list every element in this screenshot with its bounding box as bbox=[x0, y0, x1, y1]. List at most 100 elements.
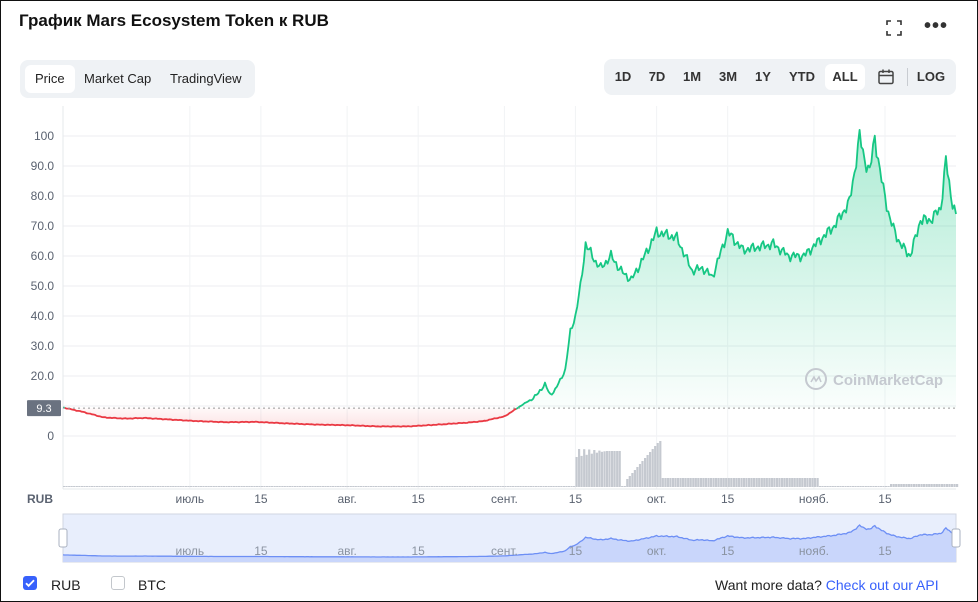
volume-bar bbox=[801, 478, 804, 487]
volume-bar bbox=[798, 478, 801, 487]
volume-bar bbox=[134, 486, 137, 487]
fullscreen-icon[interactable] bbox=[885, 19, 903, 37]
volume-bar bbox=[390, 486, 393, 487]
volume-bar bbox=[940, 484, 943, 487]
volume-bar bbox=[78, 486, 81, 487]
range-1m[interactable]: 1M bbox=[682, 69, 702, 84]
volume-bar bbox=[468, 486, 472, 487]
volume-bar bbox=[420, 486, 423, 487]
volume-bar bbox=[890, 484, 893, 487]
navigator-tick-label: 15 bbox=[411, 544, 425, 558]
volume-bar bbox=[484, 486, 487, 487]
x-tick-label: окт. bbox=[647, 492, 667, 506]
volume-bar bbox=[98, 486, 101, 487]
volume-bar bbox=[177, 486, 180, 487]
volume-bar bbox=[382, 486, 385, 487]
volume-bar bbox=[720, 478, 723, 487]
api-link[interactable]: Check out our API bbox=[825, 577, 939, 593]
range-ytd[interactable]: YTD bbox=[789, 69, 815, 84]
navigator-tick-label: 15 bbox=[721, 544, 735, 558]
volume-bar bbox=[578, 449, 581, 487]
range-3m[interactable]: 3M bbox=[718, 69, 738, 84]
volume-bar bbox=[753, 478, 756, 487]
volume-bar bbox=[730, 478, 733, 487]
calendar-icon[interactable] bbox=[876, 67, 896, 87]
volume-bar bbox=[179, 486, 182, 487]
more-options-icon[interactable]: ••• bbox=[924, 15, 949, 37]
tab-tradingview[interactable]: TradingView bbox=[170, 71, 242, 86]
navigator-left-handle[interactable] bbox=[58, 528, 68, 548]
volume-bar bbox=[692, 478, 695, 487]
volume-bar bbox=[189, 486, 192, 487]
volume-bar bbox=[768, 478, 771, 487]
volume-bar bbox=[704, 478, 707, 487]
volume-bar bbox=[636, 467, 639, 487]
volume-bar bbox=[70, 486, 73, 487]
rub-checkbox[interactable] bbox=[23, 576, 37, 590]
volume-bar bbox=[907, 484, 910, 487]
volume-bar bbox=[524, 486, 527, 487]
tab-price[interactable]: Price bbox=[25, 65, 75, 93]
volume-bar bbox=[839, 486, 842, 487]
volume-bar bbox=[953, 484, 956, 487]
volume-bar bbox=[912, 484, 916, 487]
volume-bar bbox=[156, 486, 160, 487]
volume-bar bbox=[623, 486, 626, 487]
volume-bar bbox=[144, 486, 147, 487]
tab-market-cap[interactable]: Market Cap bbox=[84, 71, 152, 86]
volume-bar bbox=[96, 486, 99, 487]
volume-bar bbox=[831, 486, 834, 487]
navigator-right-handle[interactable] bbox=[951, 528, 961, 548]
volume-bar bbox=[250, 486, 253, 487]
x-tick-label: 15 bbox=[721, 492, 735, 506]
volume-bar bbox=[791, 478, 794, 487]
volume-bar bbox=[542, 486, 545, 487]
volume-bar bbox=[534, 486, 538, 487]
volume-bar bbox=[202, 486, 205, 487]
up-area bbox=[516, 129, 956, 409]
range-1y[interactable]: 1Y bbox=[755, 69, 771, 84]
volume-bar bbox=[522, 486, 525, 487]
volume-bar bbox=[674, 478, 677, 487]
volume-bar bbox=[446, 486, 449, 487]
volume-bar bbox=[139, 486, 142, 487]
log-toggle[interactable]: LOG bbox=[916, 69, 946, 84]
navigator-tick-label: 15 bbox=[569, 544, 583, 558]
range-all[interactable]: ALL bbox=[825, 64, 865, 90]
range-7d[interactable]: 7D bbox=[648, 69, 666, 84]
volume-bar bbox=[709, 478, 713, 487]
volume-bar bbox=[626, 479, 629, 487]
volume-bar bbox=[821, 486, 824, 487]
x-tick-label: 15 bbox=[411, 492, 425, 506]
volume-bar bbox=[545, 486, 548, 487]
volume-bar bbox=[349, 486, 352, 487]
volume-bar bbox=[474, 486, 477, 487]
volume-bar bbox=[567, 486, 570, 487]
navigator-tick-label: окт. bbox=[647, 544, 667, 558]
volume-bar bbox=[935, 484, 938, 487]
range-1d[interactable]: 1D bbox=[614, 69, 632, 84]
volume-bar bbox=[253, 486, 256, 487]
volume-bar bbox=[811, 478, 814, 487]
volume-bar bbox=[572, 486, 576, 487]
volume-bar bbox=[849, 486, 852, 487]
volume-bar bbox=[296, 486, 299, 487]
btc-checkbox[interactable] bbox=[111, 576, 125, 590]
volume-bar bbox=[476, 486, 479, 487]
volume-bar bbox=[63, 486, 66, 487]
y-tick-label: 70.0 bbox=[31, 219, 55, 233]
volume-bar bbox=[588, 449, 591, 487]
range-navigator[interactable]: июль 15 авг. 15 сент. 15 окт. 15 нояб. 15 bbox=[58, 513, 961, 563]
volume-bar bbox=[509, 486, 512, 487]
volume-bar bbox=[123, 486, 127, 487]
volume-bar bbox=[167, 486, 170, 487]
x-tick-label: нояб. bbox=[799, 492, 829, 506]
volume-bar bbox=[286, 486, 289, 487]
volume-bar bbox=[788, 478, 791, 487]
volume-bar bbox=[613, 451, 616, 487]
volume-bar bbox=[595, 452, 598, 487]
volume-bar bbox=[159, 486, 162, 487]
volume-bar bbox=[387, 486, 390, 487]
volume-bar bbox=[725, 478, 728, 487]
